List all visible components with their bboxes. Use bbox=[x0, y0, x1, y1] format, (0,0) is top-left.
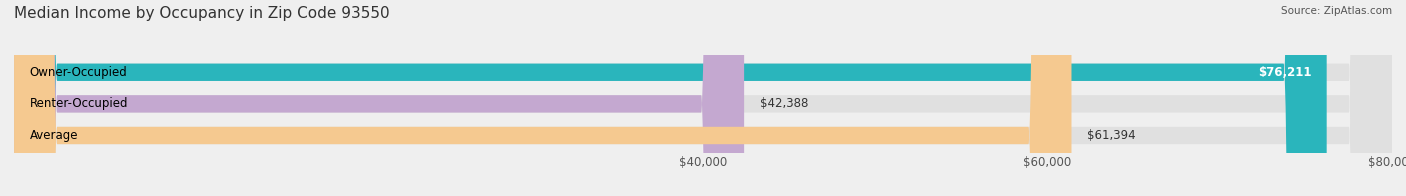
FancyBboxPatch shape bbox=[14, 0, 744, 196]
Text: Owner-Occupied: Owner-Occupied bbox=[30, 66, 128, 79]
Text: Average: Average bbox=[30, 129, 79, 142]
Text: $76,211: $76,211 bbox=[1258, 66, 1312, 79]
Text: Renter-Occupied: Renter-Occupied bbox=[30, 97, 128, 110]
Text: $61,394: $61,394 bbox=[1087, 129, 1136, 142]
FancyBboxPatch shape bbox=[14, 0, 1392, 196]
FancyBboxPatch shape bbox=[14, 0, 1392, 196]
FancyBboxPatch shape bbox=[14, 0, 1327, 196]
Text: $42,388: $42,388 bbox=[759, 97, 808, 110]
FancyBboxPatch shape bbox=[14, 0, 1392, 196]
Text: Median Income by Occupancy in Zip Code 93550: Median Income by Occupancy in Zip Code 9… bbox=[14, 6, 389, 21]
FancyBboxPatch shape bbox=[14, 0, 1071, 196]
Text: Source: ZipAtlas.com: Source: ZipAtlas.com bbox=[1281, 6, 1392, 16]
